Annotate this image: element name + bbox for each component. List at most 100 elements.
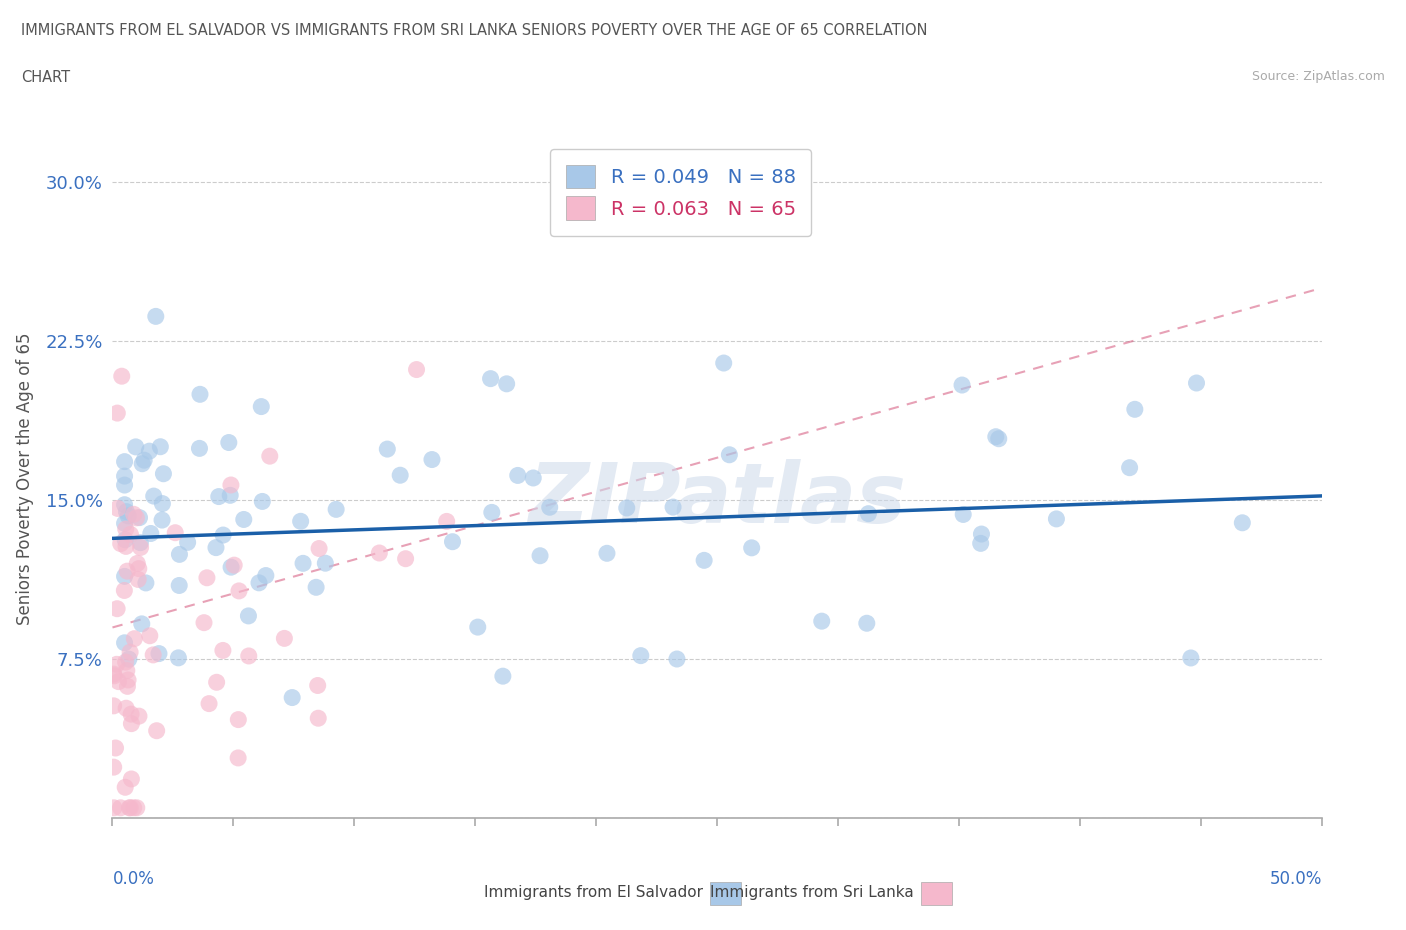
Point <box>152 496 174 511</box>
Point <box>1045 512 1067 526</box>
Point <box>307 678 329 693</box>
Point <box>118 801 141 816</box>
Point <box>218 435 240 450</box>
Point <box>110 537 132 551</box>
Point <box>188 387 211 402</box>
Point <box>188 441 211 456</box>
Point <box>128 561 150 576</box>
Point <box>250 399 273 414</box>
Point <box>105 602 128 617</box>
Point <box>247 576 270 591</box>
Point <box>114 655 136 670</box>
Point <box>219 478 242 493</box>
Point <box>420 452 443 467</box>
Point <box>129 536 152 551</box>
Point <box>114 478 136 493</box>
Point <box>115 701 138 716</box>
Point <box>693 553 716 568</box>
Point <box>120 801 142 816</box>
Point <box>117 509 139 524</box>
Point <box>115 564 138 578</box>
Point <box>205 540 228 555</box>
Point <box>122 507 145 522</box>
Y-axis label: Seniors Poverty Over the Age of 65: Seniors Poverty Over the Age of 65 <box>17 333 34 625</box>
Point <box>441 534 464 549</box>
Point <box>104 740 127 755</box>
Point <box>114 532 136 547</box>
Point <box>228 712 250 727</box>
Point <box>112 583 135 598</box>
Point <box>228 583 250 598</box>
Point <box>120 707 142 722</box>
Point <box>467 619 489 634</box>
Point <box>305 580 328 595</box>
Point <box>176 535 198 550</box>
Point <box>120 527 142 542</box>
Point <box>114 780 136 795</box>
Point <box>630 648 652 663</box>
Point <box>436 514 458 529</box>
Point <box>252 494 274 509</box>
Point <box>114 498 136 512</box>
Point <box>105 405 128 420</box>
Point <box>114 569 136 584</box>
Point <box>114 454 136 469</box>
Point <box>152 466 174 481</box>
Point <box>149 439 172 454</box>
Point <box>111 369 134 384</box>
Point <box>596 546 619 561</box>
Point <box>103 801 125 816</box>
Point <box>165 525 187 540</box>
Point <box>238 648 260 663</box>
Legend: R = 0.049   N = 88, R = 0.063   N = 65: R = 0.049 N = 88, R = 0.063 N = 65 <box>550 149 811 235</box>
Point <box>105 657 128 671</box>
Text: Immigrants from Sri Lanka: Immigrants from Sri Lanka <box>710 885 914 900</box>
Point <box>492 669 515 684</box>
Point <box>103 760 125 775</box>
Point <box>125 440 148 455</box>
Text: 0.0%: 0.0% <box>112 870 155 887</box>
Point <box>1123 402 1146 417</box>
Point <box>950 378 973 392</box>
Point <box>167 650 190 665</box>
Point <box>741 540 763 555</box>
Point <box>145 309 167 324</box>
Point <box>281 690 304 705</box>
Point <box>131 617 153 631</box>
Point <box>212 527 235 542</box>
Point <box>232 512 254 527</box>
Point <box>145 724 167 738</box>
Point <box>506 468 529 483</box>
Text: ZIPatlas: ZIPatlas <box>529 458 905 539</box>
Point <box>128 511 150 525</box>
Text: Source: ZipAtlas.com: Source: ZipAtlas.com <box>1251 70 1385 83</box>
Point <box>368 546 391 561</box>
Point <box>314 556 336 571</box>
Point <box>238 608 260 623</box>
Point <box>224 558 246 573</box>
Point <box>273 631 295 645</box>
Text: CHART: CHART <box>21 70 70 85</box>
Bar <box>710 882 741 905</box>
Point <box>115 663 138 678</box>
Point <box>292 556 315 571</box>
Point <box>110 801 132 816</box>
Point <box>150 512 173 527</box>
Point <box>479 371 502 386</box>
Point <box>131 457 153 472</box>
Point <box>115 504 138 519</box>
Point <box>107 674 129 689</box>
Point <box>259 448 281 463</box>
Point <box>205 675 228 690</box>
Point <box>142 488 165 503</box>
Point <box>495 377 517 392</box>
Point <box>538 499 561 514</box>
Point <box>125 511 148 525</box>
Point <box>481 505 503 520</box>
Point <box>129 540 152 555</box>
Point <box>117 672 139 687</box>
Point <box>810 614 832 629</box>
Point <box>325 502 347 517</box>
Point <box>135 576 157 591</box>
Point <box>662 499 685 514</box>
